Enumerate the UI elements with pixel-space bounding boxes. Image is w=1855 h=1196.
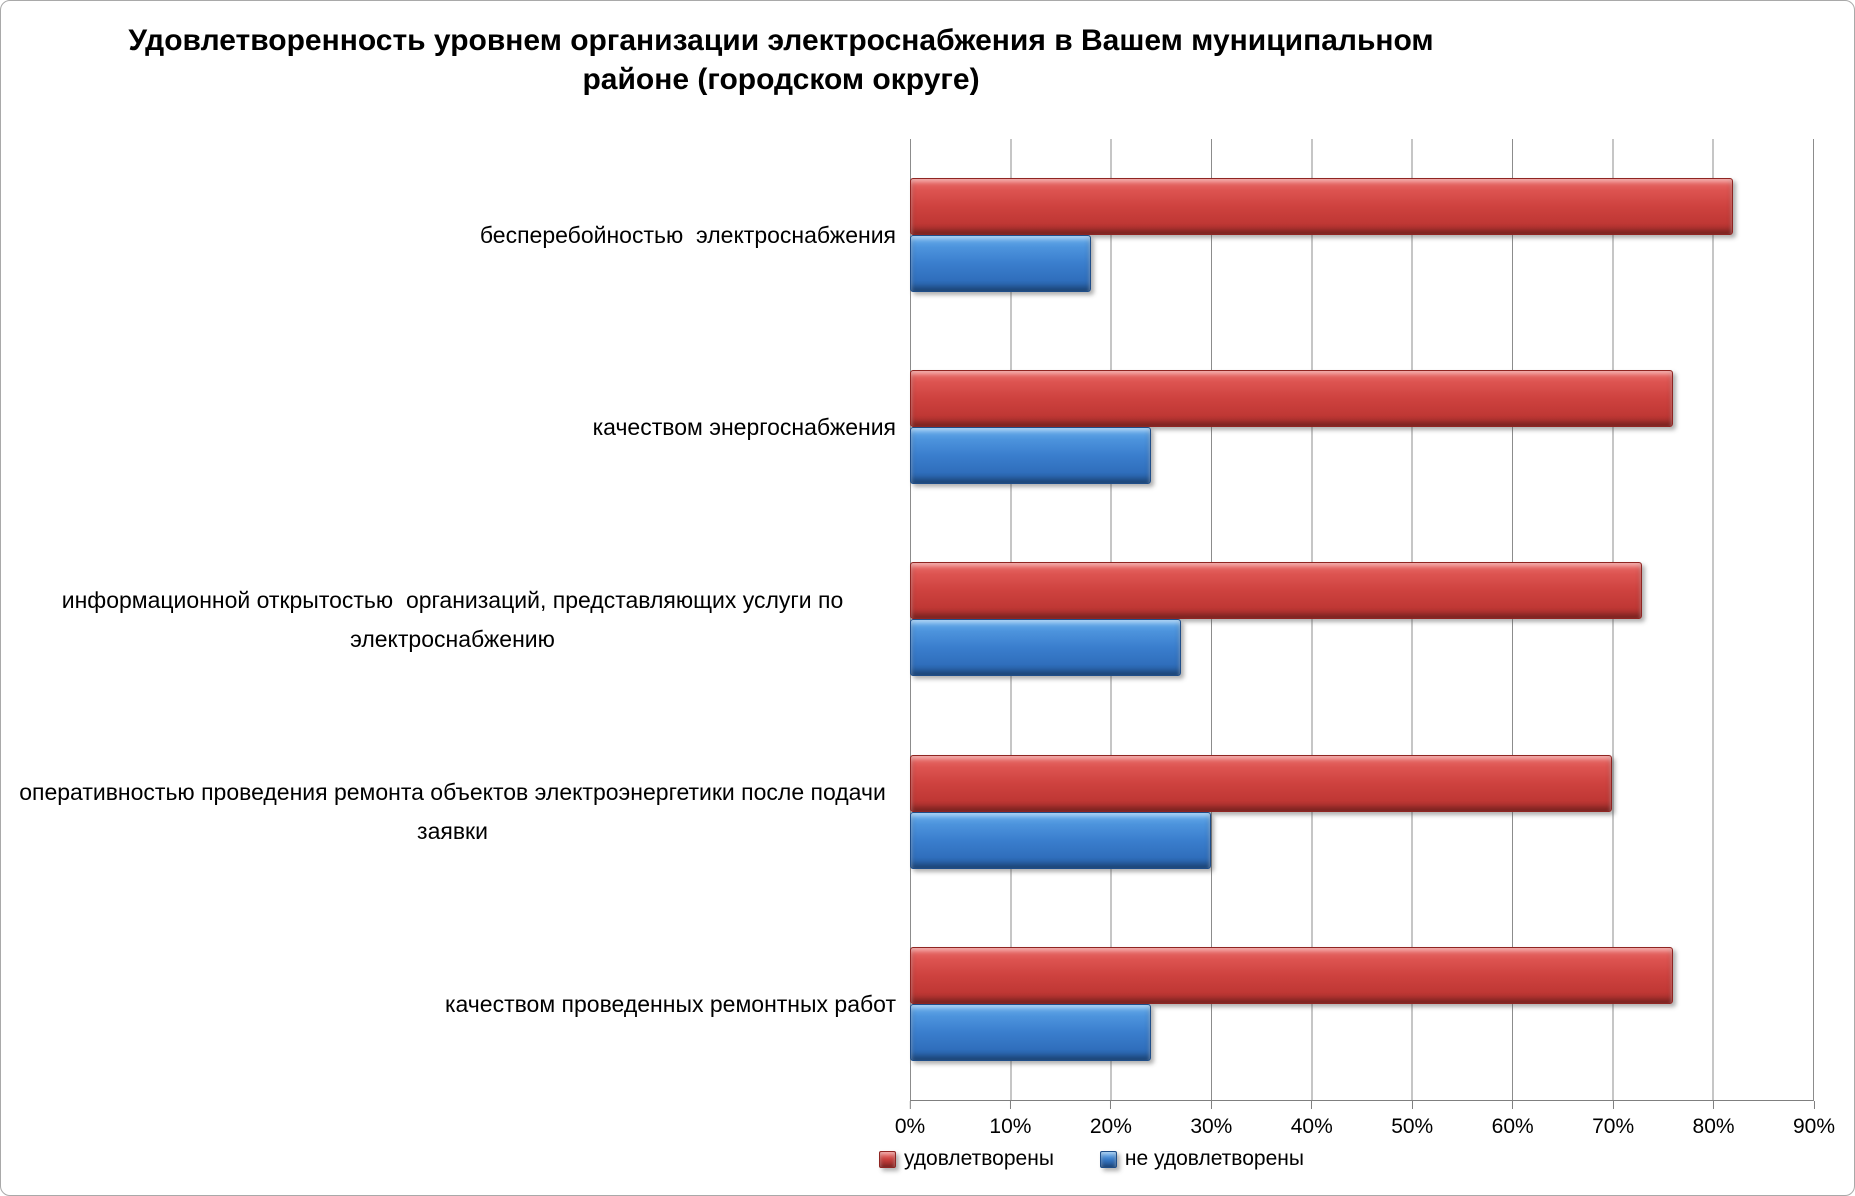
x-tick-label: 30% xyxy=(1190,1115,1233,1138)
x-tick: 90% xyxy=(1793,1101,1835,1139)
x-tick: 10% xyxy=(989,1101,1031,1139)
x-axis-ticks: 0% 10% 20% 30% 40% 50% 60% 70% 80% 90% xyxy=(895,1101,1835,1147)
bar-satisfied xyxy=(910,754,1613,812)
legend-label: удовлетворены xyxy=(904,1147,1054,1170)
chart-body: бесперебойностью электроснабжения качеств… xyxy=(1,139,1814,1101)
x-tick-label: 40% xyxy=(1290,1115,1333,1138)
category-label: оперативностью проведения ремонта объект… xyxy=(19,779,893,845)
tick-mark-icon xyxy=(909,1101,911,1109)
tick-mark-icon xyxy=(1311,1101,1313,1109)
category-band xyxy=(910,331,1813,523)
bar-not-satisfied xyxy=(910,235,1091,293)
category-label: качеством проведенных ремонтных работ xyxy=(444,991,896,1018)
legend-label: не удовлетворены xyxy=(1124,1147,1304,1170)
category-band xyxy=(910,908,1813,1100)
bar-not-satisfied xyxy=(910,619,1181,677)
legend-swatch-icon xyxy=(879,1150,896,1168)
x-tick: 40% xyxy=(1291,1101,1333,1139)
x-tick: 70% xyxy=(1592,1101,1634,1139)
tick-mark-icon xyxy=(1210,1101,1212,1109)
x-tick-label: 10% xyxy=(989,1115,1032,1138)
legend-item: удовлетворены xyxy=(879,1147,1054,1171)
chart-title: Удовлетворенность уровнем организации эл… xyxy=(1,21,1561,99)
tick-mark-icon xyxy=(1813,1101,1815,1109)
x-tick: 0% xyxy=(895,1101,925,1139)
category-label: информационной открытостью организаций, … xyxy=(61,586,850,653)
tick-mark-icon xyxy=(1713,1101,1715,1109)
category-band xyxy=(910,139,1813,331)
x-tick-label: 90% xyxy=(1792,1115,1836,1138)
bar-not-satisfied xyxy=(910,811,1211,869)
x-tick: 60% xyxy=(1492,1101,1534,1139)
legend-item: не удовлетворены xyxy=(1099,1147,1304,1171)
tick-mark-icon xyxy=(1009,1101,1011,1109)
bar-not-satisfied xyxy=(910,427,1151,485)
x-tick: 50% xyxy=(1391,1101,1433,1139)
legend-swatch-icon xyxy=(1099,1150,1117,1168)
bar-satisfied xyxy=(910,946,1673,1004)
category-label: качеством энергоснабжения xyxy=(592,414,896,441)
x-tick: 30% xyxy=(1190,1101,1232,1139)
chart-title-line-1: Удовлетворенность уровнем организации эл… xyxy=(128,24,1434,57)
tick-mark-icon xyxy=(1411,1101,1413,1109)
bar-not-satisfied xyxy=(910,1003,1151,1061)
chart-title-line-2: районе (городском округе) xyxy=(582,63,980,96)
tick-mark-icon xyxy=(1512,1101,1514,1109)
category-band xyxy=(910,523,1813,715)
x-tick-label: 20% xyxy=(1089,1115,1132,1138)
x-tick-label: 0% xyxy=(894,1115,926,1138)
x-tick: 80% xyxy=(1693,1101,1735,1139)
x-tick-label: 80% xyxy=(1692,1115,1735,1138)
tick-mark-icon xyxy=(1612,1101,1614,1109)
category-label: бесперебойностью электроснабжения xyxy=(479,221,896,248)
bar-satisfied xyxy=(910,370,1673,428)
chart-legend: удовлетворены не удовлетворены xyxy=(879,1147,1304,1171)
x-tick: 20% xyxy=(1090,1101,1132,1139)
category-labels: бесперебойностью электроснабжения качеств… xyxy=(1,139,910,1101)
category-band xyxy=(910,716,1813,908)
bar-satisfied xyxy=(910,562,1643,620)
bar-satisfied xyxy=(910,178,1733,236)
x-tick-label: 50% xyxy=(1391,1115,1434,1138)
x-tick-label: 70% xyxy=(1592,1115,1635,1138)
plot-area xyxy=(910,139,1814,1101)
x-tick-label: 60% xyxy=(1491,1115,1534,1138)
tick-mark-icon xyxy=(1110,1101,1112,1109)
